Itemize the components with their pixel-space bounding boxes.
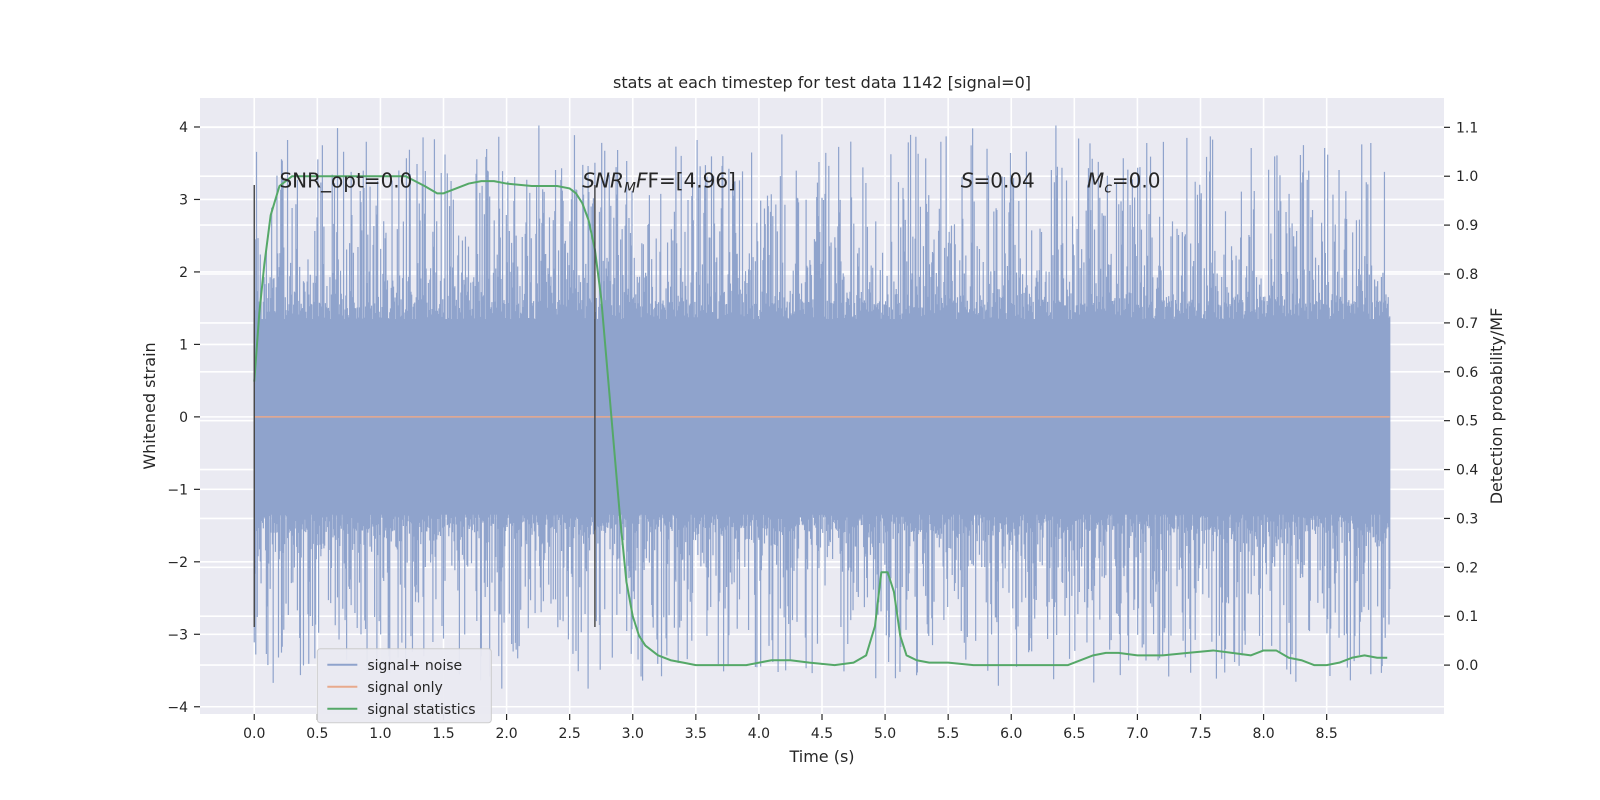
annotation-snr-mf-main: SNR bbox=[582, 169, 624, 193]
legend: signal+ noise signal only signal statistic… bbox=[316, 648, 492, 724]
x-tick-label-6: 3.0 bbox=[622, 726, 644, 742]
x-tick-label-9: 4.5 bbox=[811, 726, 833, 742]
annotation-s-rest: =0.04 bbox=[973, 169, 1034, 193]
y-tick-label-3: −1 bbox=[167, 482, 188, 498]
y2-axis-label: Detection probability/MF bbox=[1487, 308, 1506, 505]
x-tick-label-13: 6.5 bbox=[1063, 726, 1085, 742]
y-tick-label-2: −2 bbox=[167, 555, 188, 571]
x-tick-label-15: 7.5 bbox=[1189, 726, 1211, 742]
y-axis-label: Whitened strain bbox=[140, 342, 159, 469]
annotation-s-main: S bbox=[961, 169, 974, 193]
legend-box bbox=[316, 648, 492, 724]
y-tick-label-4: 0 bbox=[179, 410, 188, 426]
annotation-snr-mf: SNRMFF=[4.96] bbox=[582, 169, 736, 197]
y-tick-label-1: −3 bbox=[167, 627, 188, 643]
y2-tick-label-4: 0.4 bbox=[1456, 463, 1478, 479]
y-tick-label-5: 1 bbox=[179, 337, 188, 353]
y-tick-label-0: −4 bbox=[167, 700, 188, 716]
annotation-mc-main: M bbox=[1087, 169, 1104, 193]
y2-tick-label-9: 0.9 bbox=[1456, 218, 1478, 234]
vlines bbox=[253, 184, 596, 628]
annotation-snr-mf-f: F bbox=[636, 169, 648, 193]
annotation-mc: Mc=0.0 bbox=[1087, 169, 1161, 197]
x-tick-label-12: 6.0 bbox=[1000, 726, 1022, 742]
y2-tick-label-10: 1.0 bbox=[1456, 169, 1478, 185]
annotation-s: S=0.04 bbox=[961, 169, 1035, 193]
series-signal-statistics bbox=[253, 175, 1388, 667]
x-tick-label-16: 8.0 bbox=[1252, 726, 1274, 742]
y-tick-label-6: 2 bbox=[179, 265, 188, 281]
annotation-snr-mf-sub: M bbox=[624, 181, 636, 197]
x-tick-label-11: 5.5 bbox=[937, 726, 959, 742]
y2-tick-label-3: 0.3 bbox=[1456, 511, 1478, 527]
y-tick-label-7: 3 bbox=[179, 192, 188, 208]
x-tick-label-4: 2.0 bbox=[495, 726, 517, 742]
x-tick-label-5: 2.5 bbox=[559, 726, 581, 742]
legend-label-0: signal+ noise bbox=[367, 658, 462, 674]
annotation-snr-mf-rest: F=[4.96] bbox=[647, 169, 735, 193]
y2-tick-label-11: 1.1 bbox=[1456, 120, 1478, 136]
y2-tick-label-6: 0.6 bbox=[1456, 365, 1478, 381]
y2-tick-label-1: 0.1 bbox=[1456, 609, 1478, 625]
legend-label-2: signal statistics bbox=[367, 702, 475, 718]
x-tick-label-8: 4.0 bbox=[748, 726, 770, 742]
annotation-mc-sub: c bbox=[1104, 181, 1112, 197]
axes: 0.0 0.5 1.0 1.5 2.0 2.5 3.0 3.5 4.0 4.5 5.0 5.5 6.0 6… bbox=[167, 120, 1478, 742]
x-tick-label-2: 1.0 bbox=[369, 726, 391, 742]
x-tick-label-0: 0.0 bbox=[243, 726, 265, 742]
annotation-snr-opt: SNR_opt=0.0 bbox=[279, 169, 412, 193]
y2-tick-label-7: 0.7 bbox=[1456, 316, 1478, 332]
x-tick-label-14: 7.0 bbox=[1126, 726, 1148, 742]
x-tick-label-3: 1.5 bbox=[432, 726, 454, 742]
x-tick-label-7: 3.5 bbox=[685, 726, 707, 742]
x-axis-label: Time (s) bbox=[788, 747, 854, 766]
y2-tick-label-2: 0.2 bbox=[1456, 560, 1478, 576]
annotation-mc-rest: =0.0 bbox=[1112, 169, 1161, 193]
x-tick-label-10: 5.0 bbox=[874, 726, 896, 742]
series-layer bbox=[253, 175, 1390, 667]
y2-tick-label-0: 0.0 bbox=[1456, 658, 1478, 674]
x-tick-label-1: 0.5 bbox=[306, 726, 328, 742]
y2-tick-label-5: 0.5 bbox=[1456, 414, 1478, 430]
y2-tick-label-8: 0.8 bbox=[1456, 267, 1478, 283]
chart-title: stats at each timestep for test data 114… bbox=[613, 73, 1031, 92]
y-tick-label-8: 4 bbox=[179, 120, 188, 136]
legend-label-1: signal only bbox=[367, 680, 442, 696]
x-tick-label-17: 8.5 bbox=[1316, 726, 1338, 742]
